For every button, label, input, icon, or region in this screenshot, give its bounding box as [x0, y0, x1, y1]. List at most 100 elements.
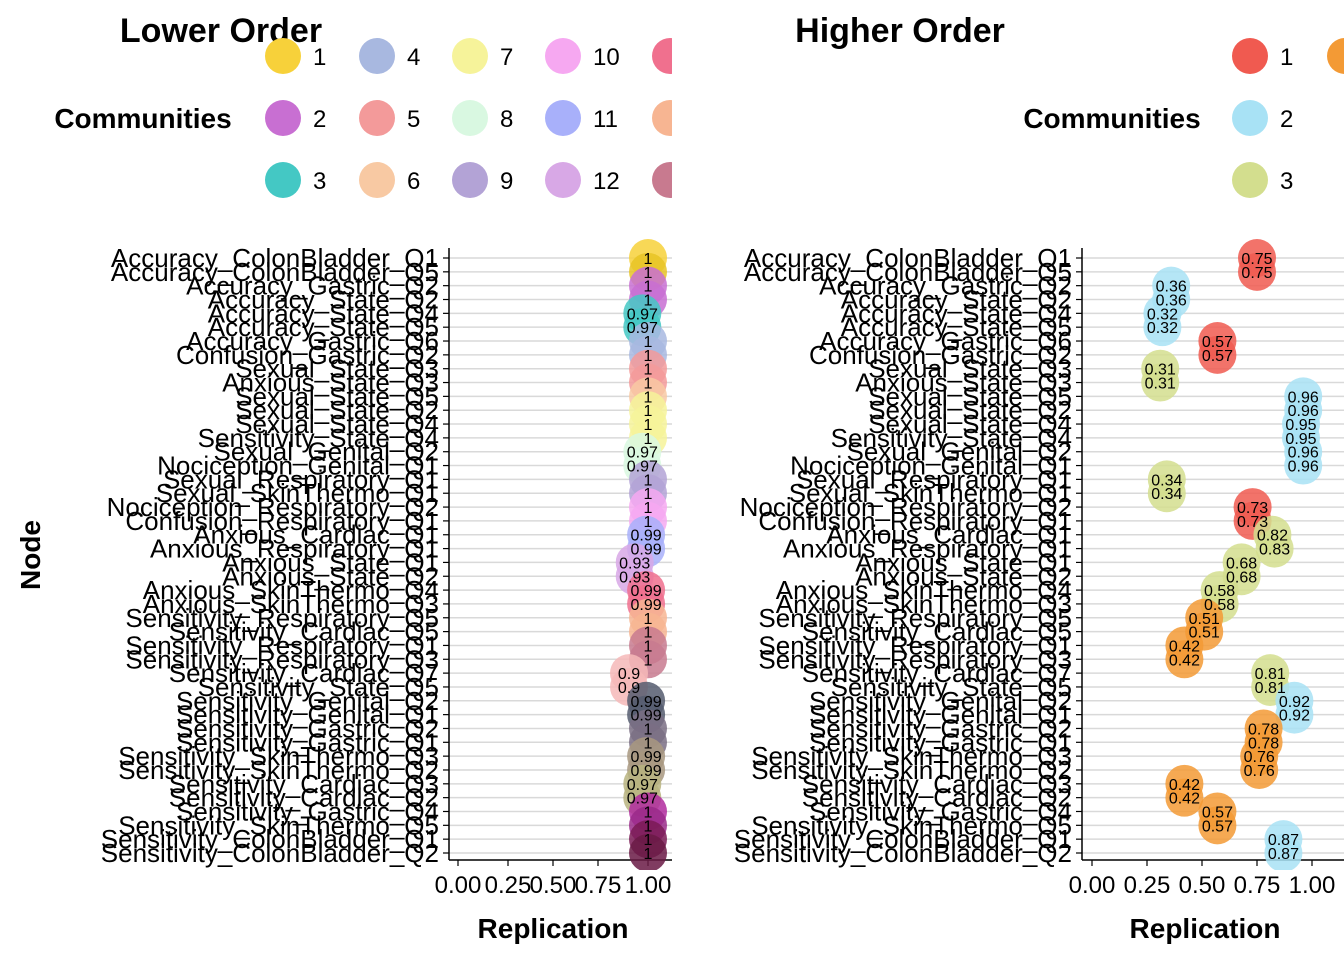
- y-tick-label: Sexual_State_Q5: [235, 381, 439, 411]
- data-point: [1141, 363, 1180, 402]
- legend-swatch: [359, 100, 395, 136]
- legend-label: 12: [593, 168, 620, 195]
- legend-swatch: [452, 38, 488, 74]
- legend-label: 7: [500, 44, 513, 71]
- data-label: 0.97: [627, 791, 658, 808]
- y-tick-label: Sensitivity_ColonBladder_Q1: [734, 824, 1072, 854]
- data-label: 0.9: [618, 680, 640, 697]
- data-label: 1: [644, 514, 653, 531]
- y-tick-label: Accuracy_State_Q4: [208, 298, 439, 328]
- y-tick-label: Sensitivity_Gastric_Q1: [809, 727, 1072, 757]
- y-tick-label: Accuracy_ColonBladder_Q5: [111, 257, 439, 287]
- data-label: 0.32: [1147, 320, 1178, 337]
- data-label: 0.78: [1248, 721, 1279, 738]
- legend-label: 1: [313, 44, 326, 71]
- y-tick-label: Anxious_State_Q3: [855, 368, 1072, 398]
- y-tick-label: Accuracy_ColonBladder_Q1: [111, 243, 439, 273]
- data-label: 1: [644, 431, 653, 448]
- legend-swatch: [652, 162, 672, 198]
- data-label: 1: [644, 279, 653, 296]
- y-tick-label: Accuracy_State_Q2: [841, 285, 1072, 315]
- data-label: 1: [644, 721, 653, 738]
- chart-title: Higher Order: [795, 12, 1005, 50]
- y-tick-label: Accuracy_State_Q5: [208, 312, 439, 342]
- legend-label: 9: [500, 168, 513, 195]
- legend-label: 4: [407, 44, 420, 71]
- y-tick-label: Sensitivity_Cardiac_Q2: [802, 783, 1072, 813]
- y-tick-label: Anxious_SkinThermo_Q3: [143, 589, 439, 619]
- y-tick-label: Anxious_State_Q1: [222, 547, 439, 577]
- legend-label: 3: [313, 168, 326, 195]
- data-point: [1165, 640, 1204, 679]
- data-label: 0.96: [1288, 459, 1319, 476]
- data-label: 1: [644, 652, 653, 669]
- data-label: 0.96: [1288, 445, 1319, 462]
- data-label: 0.97: [627, 320, 658, 337]
- data-label: 1: [644, 251, 653, 268]
- y-tick-label: Confusion_Respiratory_Q1: [125, 506, 439, 536]
- data-label: 0.99: [631, 542, 662, 559]
- data-label: 0.97: [627, 459, 658, 476]
- data-label: 0.76: [1244, 763, 1275, 780]
- legend-title: Communities: [54, 103, 231, 134]
- data-label: 1: [644, 804, 653, 821]
- y-tick-label: Anxious_State_Q1: [855, 547, 1072, 577]
- data-point: [1238, 252, 1276, 291]
- data-label: 0.57: [1202, 818, 1233, 835]
- y-tick-label: Anxious_Respiratory_Q1: [783, 534, 1072, 564]
- data-label: 1: [644, 334, 653, 351]
- data-point: [1143, 308, 1182, 347]
- legend-label: 5: [407, 106, 420, 133]
- y-tick-label: Sensitivity_SkinThermo_Q2: [118, 755, 439, 785]
- x-tick-label: 0.00: [1069, 872, 1116, 899]
- y-tick-label: Sensitivity_Respiratory_Q1: [758, 630, 1072, 660]
- y-tick-label: Sensitivity_Respiratory_Q5: [125, 603, 439, 633]
- data-label: 0.31: [1145, 376, 1176, 393]
- y-tick-label: Nociception_Respiratory_Q2: [107, 492, 439, 522]
- data-label: 1: [644, 486, 653, 503]
- y-tick-label: Sensitivity_Cardiac_Q2: [169, 783, 439, 813]
- y-tick-label: Accuracy_Gastric_Q6: [819, 326, 1072, 356]
- legend-swatch: [1232, 100, 1268, 136]
- y-tick-label: Anxious_SkinThermo_Q4: [143, 575, 439, 605]
- legend-label: 3: [1280, 168, 1293, 195]
- y-tick-label: Confusion_Gastric_Q2: [809, 340, 1072, 370]
- y-tick-label: Nociception_Genital_Q1: [157, 451, 439, 481]
- y-tick-label: Sensitivity_Cardiac_Q5: [169, 617, 439, 647]
- data-label: 1: [644, 735, 653, 752]
- legend-swatch: [359, 38, 395, 74]
- y-tick-label: Accuracy_State_Q4: [841, 298, 1072, 328]
- data-label: 0.32: [1147, 306, 1178, 323]
- data-label: 0.57: [1202, 334, 1233, 351]
- legend-swatch: [652, 100, 672, 136]
- legend-swatch: [265, 100, 301, 136]
- data-label: 0.9: [618, 666, 640, 683]
- y-tick-label: Sensitivity_Gastric_Q4: [176, 796, 439, 826]
- legend-label: 2: [313, 106, 326, 133]
- legend-title: Communities: [1023, 103, 1200, 134]
- y-tick-label: Sensitivity_State_Q4: [831, 423, 1072, 453]
- y-tick-label: Accuracy_Gastric_Q2: [819, 271, 1072, 301]
- data-label: 0.58: [1204, 583, 1235, 600]
- data-label: 0.82: [1257, 528, 1288, 545]
- data-label: 0.73: [1237, 514, 1268, 531]
- y-tick-label: Anxious_State_Q3: [222, 368, 439, 398]
- legend-label: 2: [1280, 106, 1293, 133]
- data-label: 1: [644, 348, 653, 365]
- data-label: 0.99: [631, 749, 662, 766]
- legend-swatch: [452, 100, 488, 136]
- y-tick-label: Sexual_Genital_Q2: [847, 437, 1072, 467]
- data-label: 0.96: [1288, 403, 1319, 420]
- data-label: 0.73: [1237, 500, 1268, 517]
- y-tick-label: Nociception_Respiratory_Q2: [740, 492, 1072, 522]
- data-label: 0.75: [1241, 251, 1272, 268]
- y-tick-label: Confusion_Gastric_Q2: [176, 340, 439, 370]
- data-label: 0.57: [1202, 804, 1233, 821]
- data-label: 0.87: [1268, 846, 1299, 863]
- y-tick-label: Sensitivity_Genital_Q1: [809, 700, 1072, 730]
- x-tick-label: 0.50: [530, 872, 577, 899]
- data-point: [1284, 446, 1323, 485]
- y-axis-label: Node: [15, 520, 46, 590]
- data-label: 0.93: [619, 555, 650, 572]
